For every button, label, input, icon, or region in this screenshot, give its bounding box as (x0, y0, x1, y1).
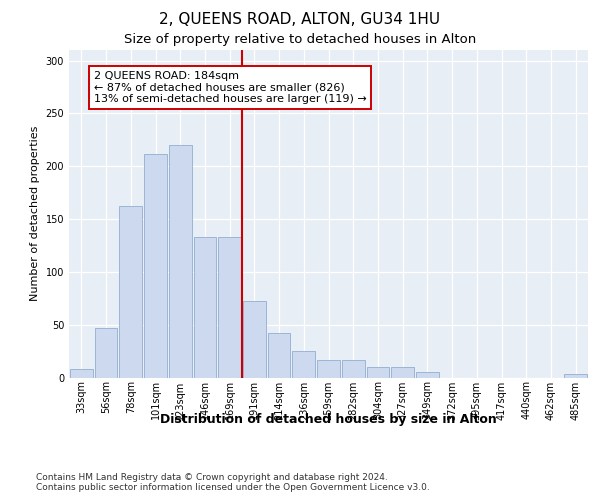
Text: Size of property relative to detached houses in Alton: Size of property relative to detached ho… (124, 32, 476, 46)
Bar (119, 206, 142, 378)
Text: Contains HM Land Registry data © Crown copyright and database right 2024.
Contai: Contains HM Land Registry data © Crown c… (36, 472, 430, 492)
Bar (391, 367, 414, 378)
Text: Distribution of detached houses by size in Alton: Distribution of detached houses by size … (160, 412, 497, 426)
Bar (95, 328, 118, 378)
Bar (416, 372, 439, 378)
Bar (70, 369, 93, 378)
Bar (218, 237, 241, 378)
Bar (144, 154, 167, 378)
Bar (194, 237, 216, 378)
Bar (317, 360, 340, 378)
Y-axis label: Number of detached properties: Number of detached properties (30, 126, 40, 302)
Bar (243, 302, 266, 378)
Bar (367, 367, 389, 378)
Bar (292, 351, 315, 378)
Bar (169, 145, 191, 378)
Text: 2 QUEENS ROAD: 184sqm
← 87% of detached houses are smaller (826)
13% of semi-det: 2 QUEENS ROAD: 184sqm ← 87% of detached … (94, 71, 367, 104)
Bar (342, 360, 365, 378)
Text: 2, QUEENS ROAD, ALTON, GU34 1HU: 2, QUEENS ROAD, ALTON, GU34 1HU (160, 12, 440, 28)
Bar (268, 333, 290, 378)
Bar (564, 374, 587, 378)
